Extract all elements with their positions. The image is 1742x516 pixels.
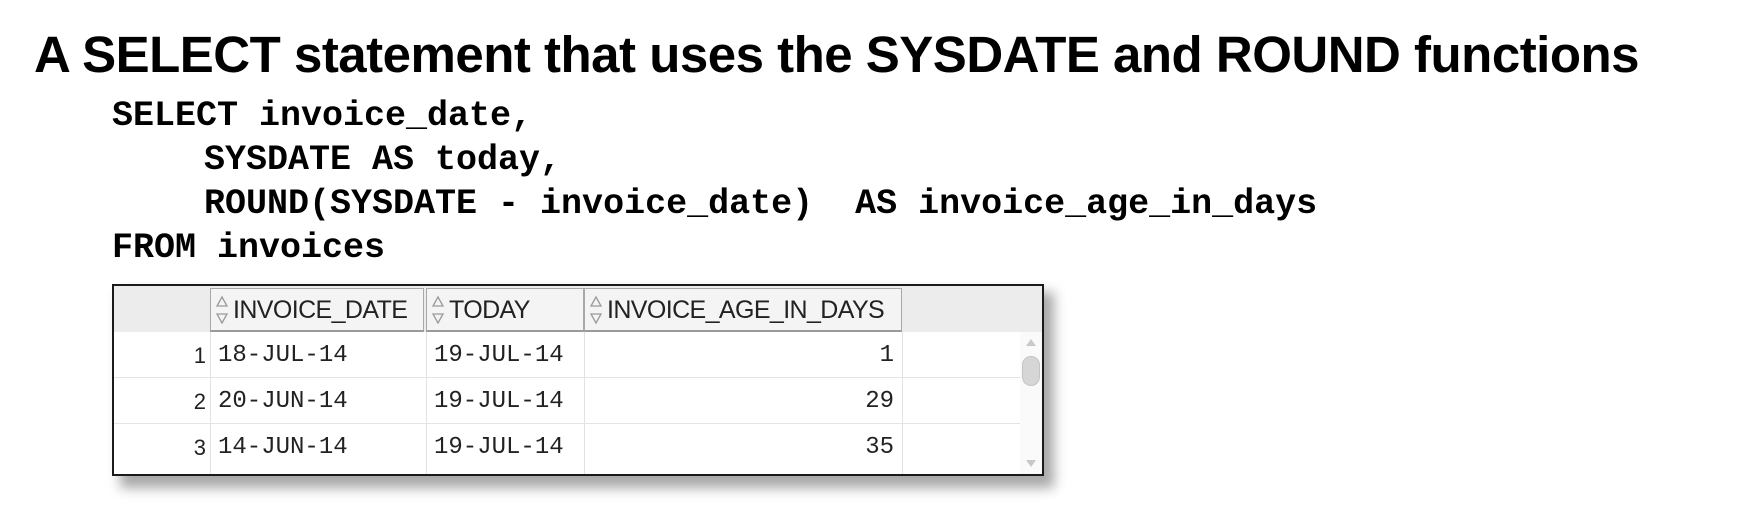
- cell-invoice-age-in-days[interactable]: 1: [879, 342, 894, 369]
- cell-today[interactable]: 19-JUL-14: [434, 388, 564, 415]
- grid-rows: 1 18-JUL-14 19-JUL-14 1 2 20-JUN-14 19-J…: [114, 332, 1022, 470]
- slide-title: A SELECT statement that uses the SYSDATE…: [34, 26, 1640, 83]
- row-number: 2: [193, 389, 206, 414]
- table-row[interactable]: 1 18-JUL-14 19-JUL-14 1: [114, 332, 1022, 378]
- scrollbar-thumb[interactable]: [1022, 356, 1040, 386]
- code-line-from: FROM invoices: [112, 228, 386, 268]
- column-header-invoice-date[interactable]: INVOICE_DATE: [210, 288, 424, 332]
- code-line-round: ROUND(SYSDATE - invoice_date) AS invoice…: [204, 184, 1318, 224]
- sort-arrows-icon: [431, 295, 445, 325]
- table-row[interactable]: 3 14-JUN-14 19-JUL-14 35: [114, 424, 1022, 470]
- column-divider: [902, 332, 903, 474]
- code-line-select: SELECT invoice_date,: [112, 96, 533, 136]
- sort-arrows-icon: [215, 295, 229, 325]
- column-header-today[interactable]: TODAY: [426, 288, 584, 332]
- column-header-label: TODAY: [449, 296, 530, 324]
- table-row[interactable]: 2 20-JUN-14 19-JUL-14 29: [114, 378, 1022, 424]
- sql-code-block: SELECT invoice_date, SYSDATE AS today, ROU…: [112, 94, 1317, 270]
- row-number: 1: [193, 343, 206, 368]
- sort-arrows-icon: [589, 295, 603, 325]
- column-header-label: INVOICE_AGE_IN_DAYS: [607, 296, 885, 324]
- column-header-invoice-age-in-days[interactable]: INVOICE_AGE_IN_DAYS: [584, 288, 902, 332]
- cell-today[interactable]: 19-JUL-14: [434, 342, 564, 369]
- cell-invoice-age-in-days[interactable]: 35: [865, 434, 894, 461]
- column-divider: [584, 332, 585, 474]
- column-divider: [210, 332, 211, 474]
- cell-invoice-date[interactable]: 18-JUL-14: [218, 342, 348, 369]
- cell-invoice-date[interactable]: 14-JUN-14: [218, 434, 348, 461]
- scroll-down-arrow-icon[interactable]: [1024, 456, 1038, 470]
- scroll-up-arrow-icon[interactable]: [1024, 336, 1038, 350]
- column-divider: [426, 332, 427, 474]
- code-line-sysdate: SYSDATE AS today,: [204, 140, 562, 180]
- grid-header: INVOICE_DATE TODAY INVOICE_AGE_IN_DAYS: [114, 286, 1042, 332]
- cell-today[interactable]: 19-JUL-14: [434, 434, 564, 461]
- cell-invoice-age-in-days[interactable]: 29: [865, 388, 894, 415]
- column-header-label: INVOICE_DATE: [233, 296, 408, 324]
- cell-invoice-date[interactable]: 20-JUN-14: [218, 388, 348, 415]
- vertical-scrollbar[interactable]: [1020, 332, 1042, 474]
- query-result-grid: INVOICE_DATE TODAY INVOICE_AGE_IN_DAYS 1: [112, 284, 1044, 476]
- row-number: 3: [193, 435, 206, 460]
